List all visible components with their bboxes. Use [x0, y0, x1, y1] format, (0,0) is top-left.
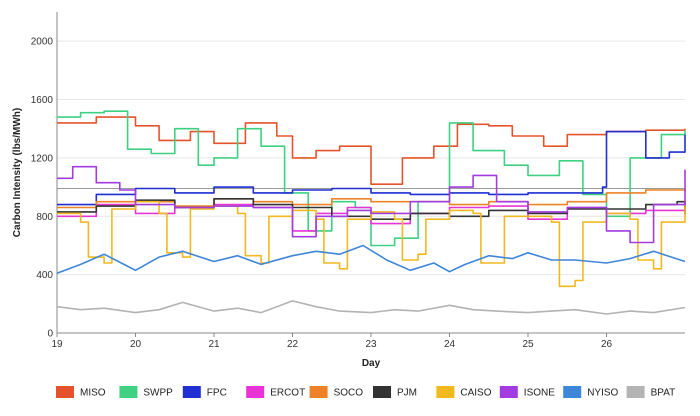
- series-line-nyiso: [56, 244, 686, 274]
- legend-label: PJM: [397, 388, 417, 399]
- legend-label: BPAT: [651, 388, 676, 399]
- legend-swatch: [246, 386, 265, 398]
- x-axis-title: Day: [362, 358, 381, 369]
- y-tick-label: 1200: [31, 153, 54, 164]
- series-line-fpc: [57, 130, 686, 206]
- y-tick-label: 1600: [31, 95, 54, 106]
- legend-item-bpat[interactable]: BPAT: [626, 386, 676, 399]
- legend-label: MISO: [80, 388, 106, 399]
- legend-item-caiso[interactable]: CAISO: [436, 386, 492, 399]
- legend-label: ISONE: [524, 388, 555, 399]
- legend-item-isone[interactable]: ISONE: [499, 386, 555, 399]
- series-layer: [56, 110, 686, 315]
- legend-swatch: [373, 386, 391, 398]
- legend-label: SWPP: [143, 388, 173, 399]
- legend-label: FPC: [207, 388, 227, 399]
- legend-item-nyiso[interactable]: NYISO: [563, 386, 619, 399]
- legend-item-fpc[interactable]: FPC: [182, 386, 227, 399]
- series-line-miso: [57, 116, 686, 185]
- y-tick-label: 2000: [31, 37, 54, 48]
- legend-swatch: [309, 386, 328, 398]
- legend-swatch: [119, 386, 138, 398]
- legend-item-ercot[interactable]: ERCOT: [246, 386, 305, 399]
- x-tick-label: 19: [51, 339, 63, 350]
- label-layer: Day Carbon Intensity (lbs/MWh): [12, 108, 381, 369]
- x-tick-label: 21: [208, 339, 220, 350]
- legend-label: SOCO: [334, 388, 364, 399]
- axis-layer: 0 400 800 1200 1600 2000 19 20 21 22 23 24 25 26: [31, 12, 685, 350]
- series-line-isone: [57, 165, 686, 244]
- legend: MISO SWPP FPC ERCOT SOCO PJM CAISO ISONE NYISO BP…: [56, 386, 675, 399]
- y-tick-label: 800: [36, 212, 53, 223]
- legend-swatch: [436, 386, 455, 398]
- y-tick-label: 400: [36, 270, 53, 281]
- legend-swatch: [182, 386, 201, 398]
- x-tick-label: 25: [522, 339, 534, 350]
- grid-layer: [57, 40, 685, 334]
- x-tick-label: 20: [130, 339, 142, 350]
- legend-swatch: [56, 386, 74, 398]
- x-tick-label: 26: [601, 339, 613, 350]
- legend-swatch: [626, 386, 645, 398]
- y-axis-title: Carbon Intensity (lbs/MWh): [12, 108, 23, 237]
- legend-item-pjm[interactable]: PJM: [373, 386, 417, 399]
- legend-item-swpp[interactable]: SWPP: [119, 386, 173, 399]
- legend-label: CAISO: [460, 388, 491, 399]
- y-tick-label: 0: [47, 329, 53, 340]
- series-line-bpat: [56, 300, 686, 315]
- x-tick-label: 22: [287, 339, 299, 350]
- legend-label: NYISO: [587, 388, 618, 399]
- x-tick-label: 24: [444, 339, 456, 350]
- legend-label: ERCOT: [270, 388, 305, 399]
- legend-item-miso[interactable]: MISO: [56, 386, 106, 399]
- legend-item-soco[interactable]: SOCO: [309, 386, 364, 399]
- legend-swatch: [563, 386, 582, 398]
- series-line-caiso: [57, 200, 686, 288]
- legend-swatch: [499, 386, 518, 398]
- x-tick-label: 23: [365, 339, 377, 350]
